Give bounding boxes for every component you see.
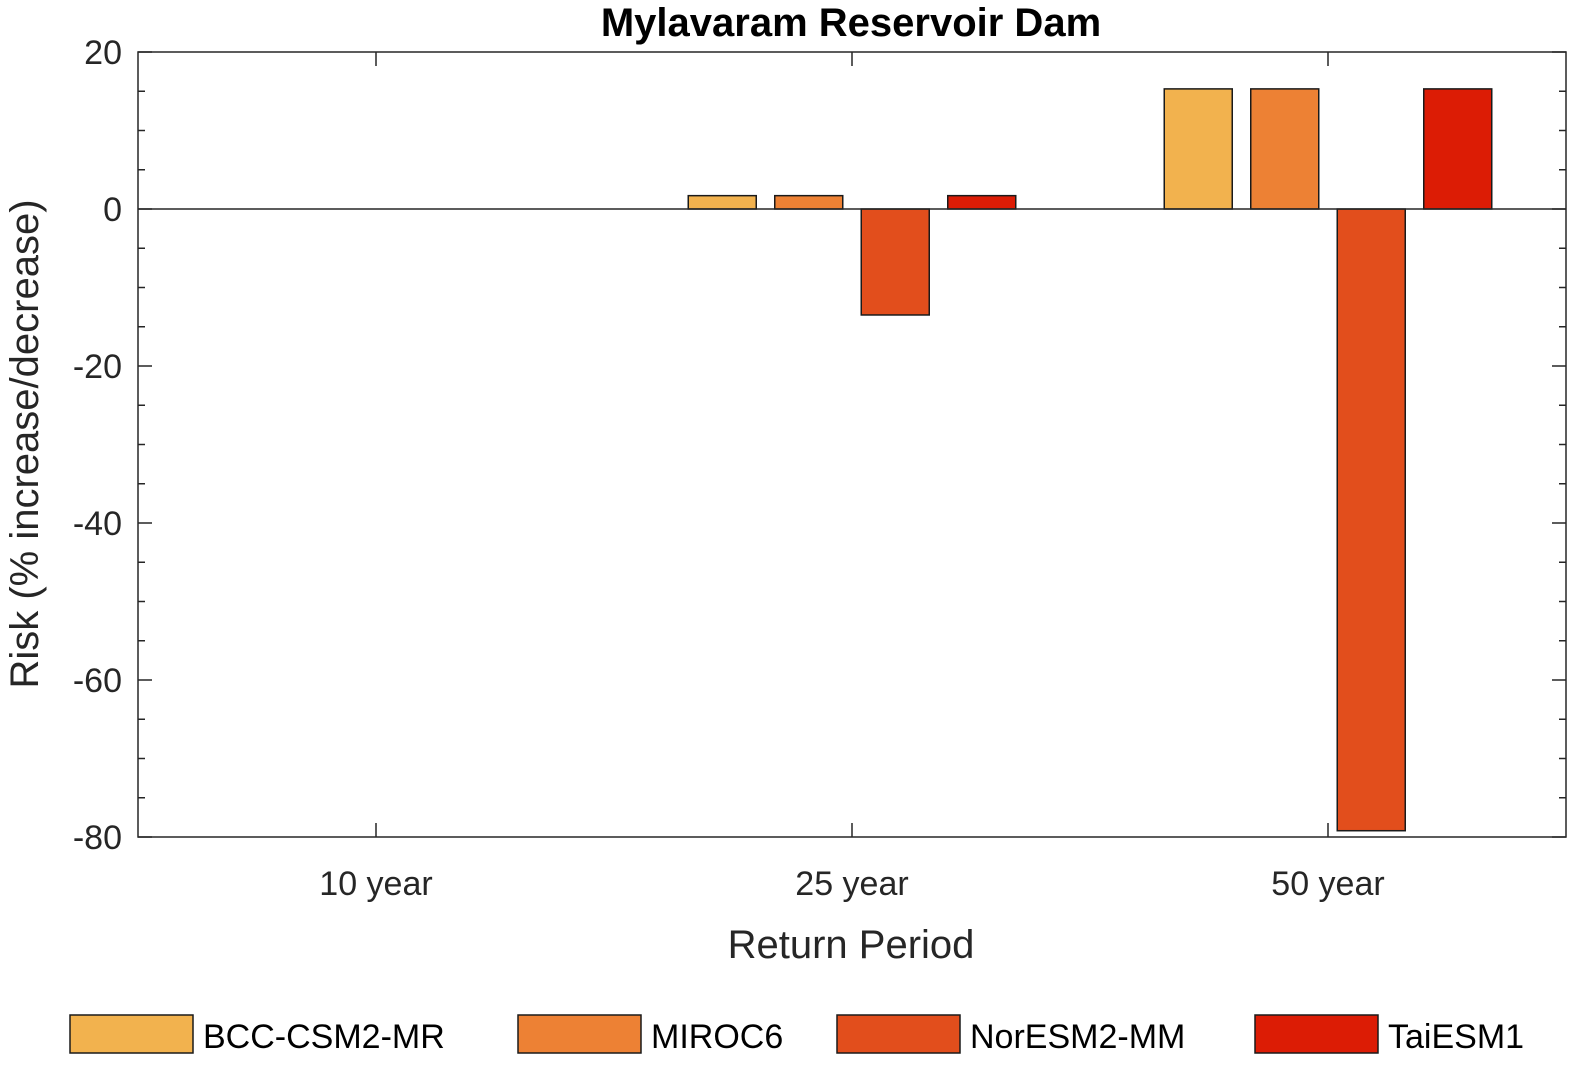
bar-taiesm1-50-year xyxy=(1423,88,1493,210)
legend-label: TaiESM1 xyxy=(1388,1018,1524,1056)
y-tick-label: 20 xyxy=(84,34,122,72)
bar-noresm2-mm-50-year xyxy=(1336,208,1406,832)
plot-area: 20 0 -20 -40 -60 -80 10 year 25 year 50 year xyxy=(73,34,1567,903)
legend-swatch-bcc-csm2-mr xyxy=(69,1014,194,1054)
legend-swatch-noresm2-mm xyxy=(836,1014,961,1054)
x-tick-label: 25 year xyxy=(795,865,908,903)
chart-title: Mylavaram Reservoir Dam xyxy=(601,1,1101,45)
bar-bcc-csm2-mr-50-year xyxy=(1163,88,1233,210)
x-tick-label: 50 year xyxy=(1271,865,1384,903)
legend-swatch-miroc6 xyxy=(517,1014,642,1054)
bar-miroc6-50-year xyxy=(1250,88,1320,210)
y-tick-label: -20 xyxy=(73,348,122,386)
legend-label: MIROC6 xyxy=(651,1018,783,1056)
y-tick-label: -80 xyxy=(73,819,122,857)
x-tick-label: 10 year xyxy=(319,865,432,903)
legend-swatch-taiesm1 xyxy=(1254,1014,1379,1054)
y-axis-label: Risk (% increase/decrease) xyxy=(3,199,47,688)
y-tick-label: -60 xyxy=(73,662,122,700)
bar-taiesm1-25-year xyxy=(947,194,1017,210)
bar-bcc-csm2-mr-25-year xyxy=(687,194,757,210)
legend-label: NorESM2-MM xyxy=(970,1018,1185,1056)
legend: BCC-CSM2-MR MIROC6 NorESM2-MM TaiESM1 xyxy=(69,1014,1524,1056)
bar-miroc6-25-year xyxy=(774,194,844,210)
bar-noresm2-mm-25-year xyxy=(860,208,930,316)
y-tick-label: -40 xyxy=(73,505,122,543)
x-axis-label: Return Period xyxy=(728,923,975,967)
y-tick-label: 0 xyxy=(103,191,122,229)
legend-label: BCC-CSM2-MR xyxy=(203,1018,445,1056)
